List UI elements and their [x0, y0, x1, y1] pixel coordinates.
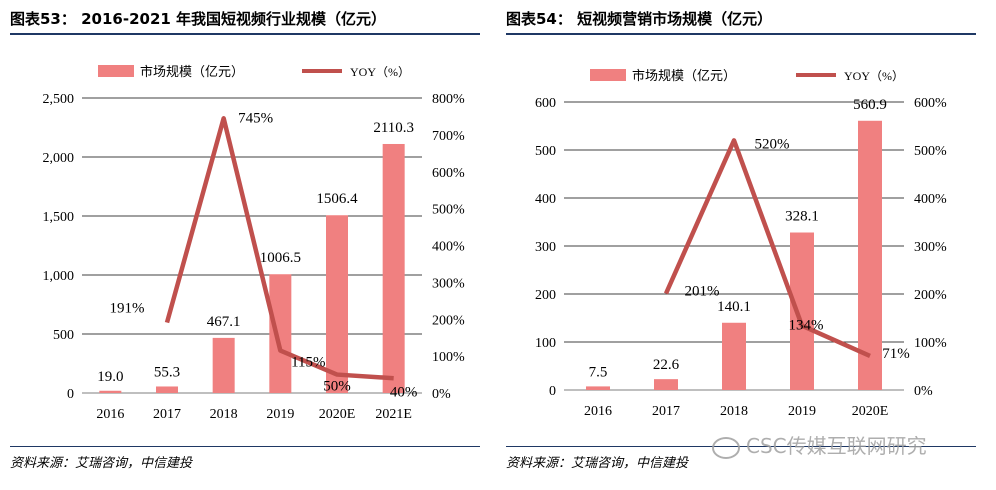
- bar-value-label: 1506.4: [316, 191, 358, 207]
- y-left-tick-label: 2,500: [43, 92, 75, 107]
- right-panel: 图表54： 短视频营销市场规模（亿元） 市场规模（亿元） YOY（%） 0 100 20…: [506, 0, 976, 490]
- legend-bar-label: 市场规模（亿元）: [140, 64, 244, 79]
- bar-value-label: 560.9: [853, 97, 887, 113]
- y-left-tick-label: 600: [535, 96, 556, 111]
- x-tick-label: 2020E: [852, 404, 889, 419]
- bar-2017: [156, 386, 178, 393]
- y-right-tick-label: 200%: [432, 313, 465, 328]
- x-tick-label: 2017: [652, 404, 680, 419]
- y-right-tick-label: 100%: [914, 336, 947, 351]
- right-source-rule: [506, 446, 976, 447]
- y-left-tick-label: 500: [53, 328, 74, 343]
- legend-bar-swatch: [590, 69, 626, 81]
- watermark-text: CSC传媒互联网研究: [746, 434, 927, 458]
- left-chart-title: 图表53： 2016-2021 年我国短视频行业规模（亿元）: [10, 10, 387, 28]
- right-chart: 市场规模（亿元） YOY（%） 0 100 200 300 400 500 600 0% 100% 2…: [535, 68, 947, 419]
- yoy-value-label: 191%: [110, 301, 145, 317]
- y-left-tick-label: 200: [535, 288, 556, 303]
- legend-line-label: YOY（%）: [844, 69, 904, 83]
- y-left-tick-label: 2,000: [43, 151, 75, 166]
- yoy-value-label: 115%: [291, 355, 325, 371]
- y-left-tick-label: 500: [535, 144, 556, 159]
- bar-value-label: 328.1: [785, 209, 819, 225]
- bar-value-label: 7.5: [589, 364, 608, 380]
- bar-value-label: 55.3: [154, 364, 180, 380]
- x-tick-label: 2020E: [319, 407, 356, 422]
- x-tick-label: 2018: [210, 407, 238, 422]
- yoy-value-label: 201%: [685, 284, 720, 300]
- bar-2018: [212, 337, 235, 393]
- legend-bar-swatch: [98, 65, 134, 77]
- y-right-tick-label: 600%: [914, 96, 947, 111]
- y-right-tick-label: 100%: [432, 350, 465, 365]
- y-right-tick-label: 400%: [914, 192, 947, 207]
- x-tick-label: 2021E: [375, 407, 412, 422]
- y-right-tick-label: 300%: [914, 240, 947, 255]
- bar-2019: [790, 232, 814, 390]
- y-right-tick-label: 200%: [914, 288, 947, 303]
- bar-2017: [654, 379, 678, 390]
- y-left-tick-label: 100: [535, 336, 556, 351]
- legend-line-label: YOY（%）: [350, 65, 410, 79]
- watermark: CSC传媒互联网研究: [712, 430, 927, 459]
- left-title-rule: [10, 33, 480, 35]
- bar-2016: [586, 386, 610, 390]
- y-right-tick-label: 500%: [432, 203, 465, 218]
- bar-2021E: [382, 143, 405, 393]
- y-left-tick-label: 1,000: [43, 269, 75, 284]
- left-source: 资料来源：艾瑞咨询，中信建投: [10, 456, 193, 471]
- bar-value-label: 19.0: [97, 369, 123, 385]
- bar-value-label: 2110.3: [373, 120, 414, 136]
- legend-bar-label: 市场规模（亿元）: [632, 68, 736, 83]
- y-left-tick-label: 0: [549, 384, 556, 399]
- yoy-value-label: 40%: [390, 384, 418, 400]
- right-chart-title: 图表54： 短视频营销市场规模（亿元）: [506, 10, 773, 28]
- right-title-rule: [506, 33, 976, 35]
- right-source: 资料来源：艾瑞咨询，中信建投: [506, 456, 689, 471]
- y-right-tick-label: 400%: [432, 240, 465, 255]
- y-right-tick-label: 700%: [432, 129, 465, 144]
- left-chart: 市场规模（亿元） YOY（%） 0 500 1,000 1,500 2,000 2,500 0%…: [43, 64, 466, 422]
- y-left-tick-label: 1,500: [43, 210, 75, 225]
- bar-value-label: 22.6: [653, 357, 680, 373]
- left-panel: 图表53： 2016-2021 年我国短视频行业规模（亿元） 市场规模（亿元） Y…: [10, 0, 480, 490]
- bar-value-label: 1006.5: [260, 250, 301, 266]
- yoy-value-label: 50%: [323, 379, 351, 395]
- yoy-value-label: 134%: [789, 318, 824, 334]
- yoy-value-label: 71%: [882, 346, 910, 362]
- yoy-value-label: 745%: [238, 110, 273, 126]
- left-source-rule: [10, 446, 480, 447]
- bar-2016: [99, 390, 122, 393]
- x-tick-label: 2016: [584, 404, 612, 419]
- bar-2019: [269, 274, 292, 393]
- y-right-tick-label: 300%: [432, 276, 465, 291]
- y-right-tick-label: 800%: [432, 92, 465, 107]
- x-tick-label: 2019: [788, 404, 816, 419]
- x-tick-label: 2017: [153, 407, 181, 422]
- bar-2020E: [858, 120, 882, 390]
- wechat-icon: [712, 436, 740, 459]
- x-tick-label: 2019: [266, 407, 294, 422]
- y-right-tick-label: 0%: [432, 387, 451, 402]
- y-right-tick-label: 0%: [914, 384, 933, 399]
- bar-value-label: 467.1: [207, 314, 241, 330]
- bar-value-label: 140.1: [717, 299, 751, 315]
- y-right-tick-label: 600%: [432, 166, 465, 181]
- y-right-tick-label: 500%: [914, 144, 947, 159]
- x-tick-label: 2016: [96, 407, 124, 422]
- bar-2020E: [326, 215, 348, 393]
- yoy-line: [663, 138, 871, 358]
- y-left-tick-label: 300: [535, 240, 556, 255]
- yoy-line: [164, 116, 394, 381]
- y-left-tick-label: 0: [67, 387, 74, 402]
- x-tick-label: 2018: [720, 404, 748, 419]
- y-left-tick-label: 400: [535, 192, 556, 207]
- yoy-value-label: 520%: [755, 136, 790, 152]
- bar-2018: [722, 322, 746, 390]
